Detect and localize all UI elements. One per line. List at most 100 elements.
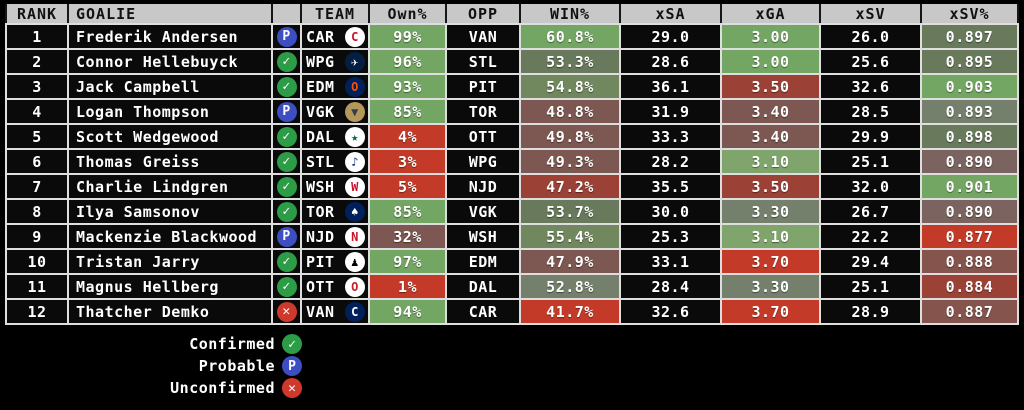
xsv-pct-cell: 0.890 — [922, 150, 1017, 173]
team-abbr: VGK — [306, 102, 335, 121]
own-pct-cell: 93% — [370, 75, 445, 98]
team-abbr: CAR — [306, 27, 335, 46]
xsa-cell: 35.5 — [621, 175, 720, 198]
probable-icon: P — [282, 356, 302, 376]
team-cell: CAR C — [302, 25, 368, 48]
header-xsa: xSA — [621, 4, 720, 23]
pit-team-logo-icon: ♟ — [345, 251, 365, 272]
status-cell: ✓ — [273, 250, 300, 273]
vgk-team-logo-icon: ▼ — [345, 101, 365, 122]
status-cell: P — [273, 25, 300, 48]
xga-cell: 3.00 — [722, 25, 819, 48]
confirmed-icon: ✓ — [276, 176, 297, 197]
probable-icon: P — [276, 101, 297, 122]
team-abbr: VAN — [306, 302, 335, 321]
goalie-name-cell: Scott Wedgewood — [69, 125, 271, 148]
goalie-name-cell: Logan Thompson — [69, 100, 271, 123]
tor-team-logo-icon: ♠ — [345, 201, 365, 222]
xsv-pct-cell: 0.903 — [922, 75, 1017, 98]
njd-team-logo-icon: N — [345, 226, 365, 247]
rank-cell: 8 — [7, 200, 67, 223]
rank-cell: 3 — [7, 75, 67, 98]
xga-cell: 3.10 — [722, 225, 819, 248]
team-cell: OTT O — [302, 275, 368, 298]
goalie-name-cell: Connor Hellebuyck — [69, 50, 271, 73]
win-pct-cell: 60.8% — [521, 25, 619, 48]
team-cell: WSH W — [302, 175, 368, 198]
xsv-cell: 26.0 — [821, 25, 920, 48]
win-pct-cell: 49.8% — [521, 125, 619, 148]
opp-cell: CAR — [447, 300, 519, 323]
xsv-pct-cell: 0.884 — [922, 275, 1017, 298]
xsv-cell: 29.4 — [821, 250, 920, 273]
team-cell: EDM O — [302, 75, 368, 98]
status-cell: P — [273, 100, 300, 123]
xsv-cell: 32.0 — [821, 175, 920, 198]
xga-cell: 3.50 — [722, 175, 819, 198]
xga-cell: 3.70 — [722, 300, 819, 323]
team-abbr: DAL — [306, 127, 335, 146]
legend-item-confirmed: Confirmed ✓ — [189, 334, 302, 354]
xsv-pct-cell: 0.890 — [922, 200, 1017, 223]
team-cell: VAN C — [302, 300, 368, 323]
team-abbr: STL — [306, 152, 335, 171]
xsv-pct-cell: 0.893 — [922, 100, 1017, 123]
xga-cell: 3.30 — [722, 275, 819, 298]
team-abbr: WSH — [306, 177, 335, 196]
header-own-pct: Own% — [370, 4, 445, 23]
xsa-cell: 33.1 — [621, 250, 720, 273]
legend-label-confirmed: Confirmed — [189, 335, 275, 353]
opp-cell: WPG — [447, 150, 519, 173]
win-pct-cell: 54.8% — [521, 75, 619, 98]
xga-cell: 3.40 — [722, 125, 819, 148]
xsa-cell: 25.3 — [621, 225, 720, 248]
xsa-cell: 28.4 — [621, 275, 720, 298]
xsv-pct-cell: 0.887 — [922, 300, 1017, 323]
xga-cell: 3.40 — [722, 100, 819, 123]
status-cell: ✓ — [273, 75, 300, 98]
legend-label-unconfirmed: Unconfirmed — [170, 379, 275, 397]
stl-team-logo-icon: ♪ — [345, 151, 365, 172]
opp-cell: OTT — [447, 125, 519, 148]
unconfirmed-icon: ✕ — [276, 301, 297, 322]
confirmed-icon: ✓ — [276, 151, 297, 172]
opp-cell: NJD — [447, 175, 519, 198]
legend-item-unconfirmed: Unconfirmed ✕ — [170, 378, 302, 398]
rank-cell: 7 — [7, 175, 67, 198]
xsv-cell: 22.2 — [821, 225, 920, 248]
xsa-cell: 31.9 — [621, 100, 720, 123]
status-cell: ✓ — [273, 50, 300, 73]
own-pct-cell: 1% — [370, 275, 445, 298]
rank-cell: 2 — [7, 50, 67, 73]
opp-cell: EDM — [447, 250, 519, 273]
team-cell: TOR ♠ — [302, 200, 368, 223]
rank-cell: 1 — [7, 25, 67, 48]
team-cell: DAL ★ — [302, 125, 368, 148]
xsv-pct-cell: 0.897 — [922, 25, 1017, 48]
status-cell: ✓ — [273, 275, 300, 298]
team-abbr: OTT — [306, 277, 335, 296]
status-cell: ✓ — [273, 125, 300, 148]
xsv-cell: 25.6 — [821, 50, 920, 73]
team-cell: STL ♪ — [302, 150, 368, 173]
legend-label-probable: Probable — [198, 357, 275, 375]
xsa-cell: 36.1 — [621, 75, 720, 98]
xsa-cell: 30.0 — [621, 200, 720, 223]
xsv-cell: 25.1 — [821, 275, 920, 298]
win-pct-cell: 53.3% — [521, 50, 619, 73]
rank-cell: 4 — [7, 100, 67, 123]
legend-item-probable: Probable P — [199, 356, 302, 376]
probable-icon: P — [276, 226, 297, 247]
xsv-pct-cell: 0.877 — [922, 225, 1017, 248]
own-pct-cell: 85% — [370, 100, 445, 123]
team-cell: PIT ♟ — [302, 250, 368, 273]
opp-cell: STL — [447, 50, 519, 73]
own-pct-cell: 99% — [370, 25, 445, 48]
own-pct-cell: 3% — [370, 150, 445, 173]
goalie-name-cell: Thatcher Demko — [69, 300, 271, 323]
xsa-cell: 28.2 — [621, 150, 720, 173]
team-abbr: WPG — [306, 52, 335, 71]
header-team: TEAM — [302, 4, 368, 23]
van-team-logo-icon: C — [345, 301, 365, 322]
